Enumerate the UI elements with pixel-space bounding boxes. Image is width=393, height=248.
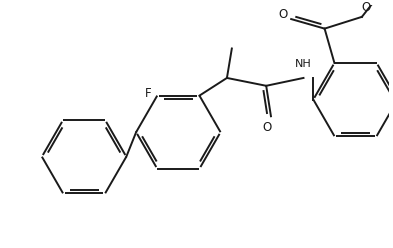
Text: O: O	[279, 8, 288, 21]
Text: O: O	[263, 121, 272, 133]
Text: NH: NH	[295, 59, 312, 69]
Text: O: O	[361, 0, 371, 14]
Text: F: F	[145, 87, 152, 100]
